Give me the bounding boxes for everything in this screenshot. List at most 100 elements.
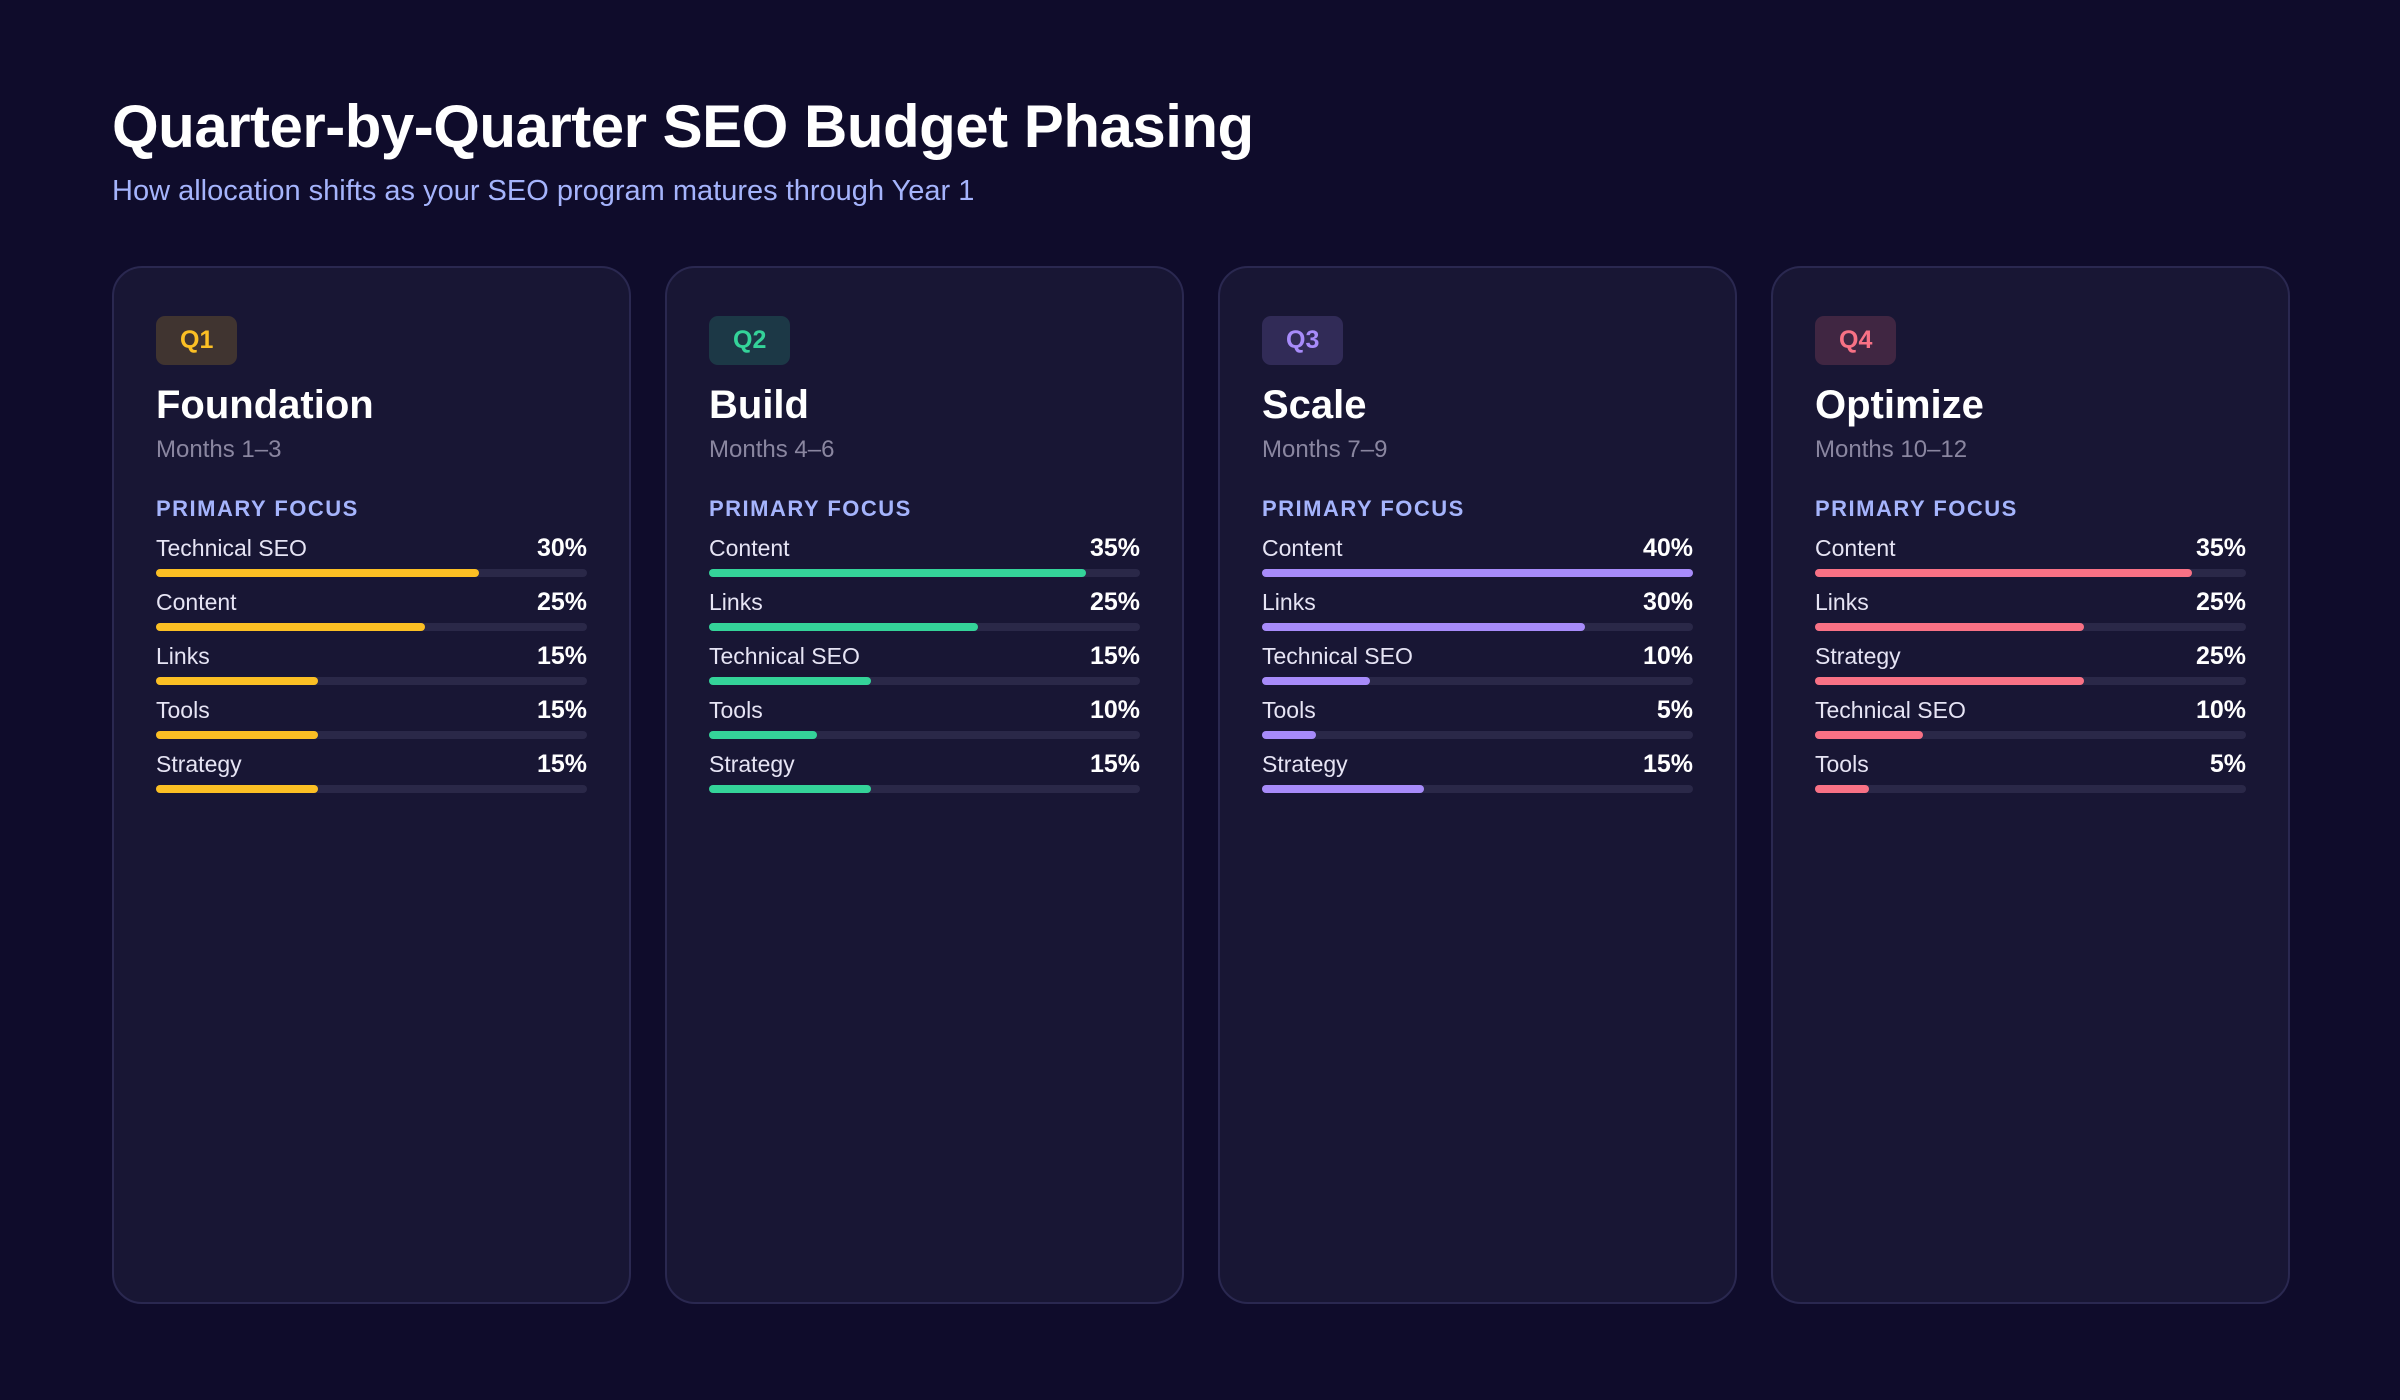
item-row: Tools 5% — [1815, 750, 2246, 779]
item-name: Technical SEO — [1262, 643, 1413, 669]
bar — [1262, 623, 1586, 631]
focus-item: Technical SEO 10% — [1815, 696, 2246, 750]
focus-item: Tools 15% — [156, 696, 587, 750]
item-value: 15% — [536, 642, 587, 670]
bar — [156, 677, 318, 685]
item-row: Content 40% — [1262, 534, 1693, 563]
item-row: Technical SEO 10% — [1815, 696, 2246, 725]
bar — [1815, 731, 1923, 739]
item-name: Strategy — [1815, 643, 1901, 669]
item-name: Technical SEO — [709, 643, 860, 669]
bar — [1262, 569, 1693, 577]
page-title: Quarter-by-Quarter SEO Budget Phasing — [112, 93, 1254, 160]
item-name: Tools — [709, 697, 763, 723]
item-name: Content — [1815, 535, 1896, 561]
card-months: Months 10–12 — [1815, 436, 1968, 463]
item-name: Tools — [1262, 697, 1316, 723]
bar-track — [156, 569, 587, 577]
bar — [1815, 677, 2085, 685]
quarter-badge: Q3 — [1262, 316, 1344, 365]
bar-track — [1262, 623, 1693, 631]
item-name: Tools — [1815, 751, 1869, 777]
item-row: Strategy 15% — [1262, 750, 1693, 779]
focus-item: Tools 10% — [709, 696, 1140, 750]
item-row: Content 35% — [709, 534, 1140, 563]
item-name: Content — [156, 589, 237, 615]
item-value: 30% — [1642, 588, 1693, 616]
card-title: Foundation — [156, 383, 374, 427]
focus-item: Strategy 15% — [156, 750, 587, 804]
bar-track — [156, 731, 587, 739]
card-grid: Q1 Foundation Months 1–3 PRIMARY FOCUS Techn… — [112, 266, 2290, 1304]
focus-item: Technical SEO 10% — [1262, 642, 1693, 696]
bar — [1262, 731, 1316, 739]
bar — [709, 731, 817, 739]
bar — [709, 785, 871, 793]
item-value: 5% — [2209, 750, 2246, 778]
bar-track — [1262, 731, 1693, 739]
item-row: Links 25% — [1815, 588, 2246, 617]
focus-item: Technical SEO 30% — [156, 534, 587, 588]
item-value: 40% — [1642, 534, 1693, 562]
quarter-badge: Q2 — [709, 316, 791, 365]
bar-track — [709, 569, 1140, 577]
item-value: 5% — [1656, 696, 1693, 724]
card-months: Months 1–3 — [156, 436, 282, 463]
item-value: 25% — [1089, 588, 1140, 616]
bar-track — [1262, 677, 1693, 685]
item-value: 30% — [536, 534, 587, 562]
item-value: 15% — [536, 750, 587, 778]
card-title: Optimize — [1815, 383, 1984, 427]
quarter-card: Q3 Scale Months 7–9 PRIMARY FOCUS Content 40%… — [1218, 266, 1737, 1304]
item-value: 15% — [1089, 642, 1140, 670]
focus-item: Strategy 25% — [1815, 642, 2246, 696]
bar — [709, 677, 871, 685]
card-months: Months 7–9 — [1262, 436, 1388, 463]
bar — [156, 785, 318, 793]
bar-track — [1262, 785, 1693, 793]
item-value: 15% — [1089, 750, 1140, 778]
item-row: Content 25% — [156, 588, 587, 617]
focus-item: Tools 5% — [1815, 750, 2246, 804]
item-row: Tools 5% — [1262, 696, 1693, 725]
item-row: Technical SEO 30% — [156, 534, 587, 563]
quarter-card: Q4 Optimize Months 10–12 PRIMARY FOCUS Conte… — [1771, 266, 2290, 1304]
focus-item: Content 25% — [156, 588, 587, 642]
bar-track — [1815, 677, 2246, 685]
bar — [1815, 569, 2193, 577]
item-value: 35% — [1089, 534, 1140, 562]
item-name: Strategy — [709, 751, 795, 777]
item-row: Links 15% — [156, 642, 587, 671]
focus-label: PRIMARY FOCUS — [1815, 496, 2018, 521]
focus-item: Tools 5% — [1262, 696, 1693, 750]
item-value: 25% — [2195, 642, 2246, 670]
focus-item: Links 15% — [156, 642, 587, 696]
page-subtitle: How allocation shifts as your SEO progra… — [112, 175, 975, 207]
item-row: Links 30% — [1262, 588, 1693, 617]
focus-label: PRIMARY FOCUS — [709, 496, 912, 521]
bar — [156, 569, 480, 577]
focus-label: PRIMARY FOCUS — [1262, 496, 1465, 521]
bar-track — [709, 677, 1140, 685]
focus-item: Content 40% — [1262, 534, 1693, 588]
item-name: Technical SEO — [156, 535, 307, 561]
quarter-card: Q1 Foundation Months 1–3 PRIMARY FOCUS Techn… — [112, 266, 631, 1304]
bar-track — [1815, 731, 2246, 739]
card-months: Months 4–6 — [709, 436, 835, 463]
item-row: Content 35% — [1815, 534, 2246, 563]
bar-track — [1262, 569, 1693, 577]
item-row: Strategy 15% — [156, 750, 587, 779]
focus-label: PRIMARY FOCUS — [156, 496, 359, 521]
focus-item: Links 30% — [1262, 588, 1693, 642]
item-value: 15% — [1642, 750, 1693, 778]
bar-track — [156, 623, 587, 631]
focus-item: Strategy 15% — [1262, 750, 1693, 804]
item-row: Technical SEO 10% — [1262, 642, 1693, 671]
item-value: 10% — [1089, 696, 1140, 724]
bar — [1262, 785, 1424, 793]
card-title: Scale — [1262, 383, 1367, 427]
item-value: 10% — [2195, 696, 2246, 724]
bar — [1815, 623, 2085, 631]
